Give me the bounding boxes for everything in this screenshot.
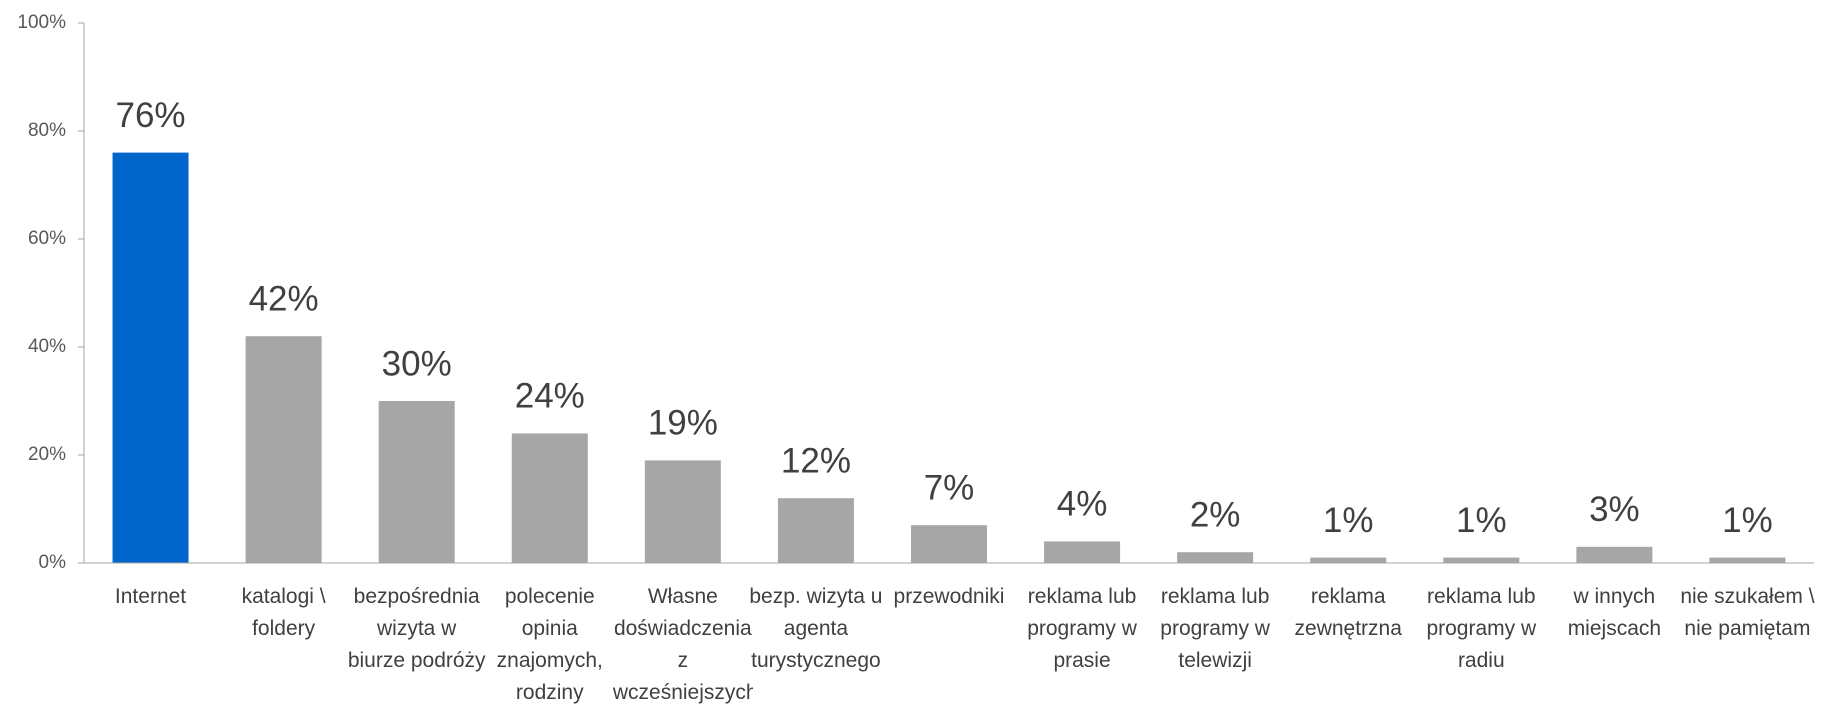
x-tick-label: reklama lub programy w radiu	[1426, 585, 1537, 672]
value-label: 7%	[924, 468, 975, 507]
x-tick-label-box: Własne doświadczenia z wcześniejszych po…	[612, 585, 753, 704]
x-tick-label: Internet	[114, 585, 187, 608]
x-tick-label: polecenie opinia znajomych, rodziny	[496, 585, 603, 704]
x-tick-label-box: polecenie opinia znajomych, rodziny	[496, 585, 603, 704]
x-tick-label: katalogi \ foldery	[241, 585, 326, 640]
value-label: 30%	[382, 344, 452, 383]
value-label: 4%	[1057, 485, 1108, 524]
y-tick-label: 80%	[28, 120, 66, 141]
bar	[245, 336, 322, 563]
x-tick-label-box: nie szukałem \ nie pamiętam	[1680, 585, 1815, 640]
bar	[1044, 541, 1121, 563]
bar	[911, 525, 987, 563]
x-tick-label-box: bezp. wizyta u agenta turystycznego	[749, 585, 883, 672]
y-tick-label: 40%	[28, 336, 66, 357]
bar	[511, 433, 588, 563]
bar	[777, 498, 854, 563]
x-tick-label: reklama lub programy w prasie	[1027, 585, 1137, 672]
bar	[1177, 552, 1254, 563]
y-tick-label: 20%	[28, 444, 66, 465]
x-tick-label: reklama lub programy w telewizji	[1160, 585, 1270, 672]
value-label: 76%	[116, 96, 186, 135]
value-label: 24%	[515, 377, 585, 416]
y-tick-label: 0%	[39, 552, 67, 573]
x-tick-label-box: w innych miejscach	[1567, 585, 1662, 640]
x-tick-label-box: reklama zewnętrzna	[1294, 585, 1402, 640]
x-tick-label: w innych miejscach	[1567, 585, 1662, 640]
x-tick-label-box: reklama lub programy w telewizji	[1160, 585, 1270, 672]
x-tick-label: nie szukałem \ nie pamiętam	[1680, 585, 1815, 640]
bar	[1443, 557, 1520, 563]
bar	[644, 460, 721, 563]
bar	[112, 152, 189, 563]
value-label: 3%	[1589, 490, 1640, 529]
x-tick-label-box: przewodniki	[893, 585, 1005, 608]
x-tick-label-box: reklama lub programy w prasie	[1027, 585, 1137, 672]
value-label: 1%	[1323, 501, 1374, 540]
bar	[1709, 557, 1786, 563]
y-tick-label: 100%	[17, 12, 66, 33]
value-label: 12%	[781, 441, 851, 480]
x-tick-label-box: katalogi \ foldery	[241, 585, 326, 640]
value-label: 42%	[249, 279, 319, 318]
x-tick-label-box: bezpośrednia wizyta w biurze podróży	[347, 585, 486, 672]
x-tick-label: przewodniki	[893, 585, 1005, 608]
x-tick-label: bezpośrednia wizyta w biurze podróży	[347, 585, 486, 672]
y-tick-label: 60%	[28, 228, 66, 249]
bar	[1310, 557, 1387, 563]
x-tick-label: reklama zewnętrzna	[1294, 585, 1402, 640]
x-tick-label: bezp. wizyta u agenta turystycznego	[749, 585, 883, 672]
bar	[378, 401, 455, 563]
value-label: 2%	[1190, 495, 1241, 534]
x-tick-label: Własne doświadczenia z wcześniejszych po…	[612, 585, 753, 704]
x-tick-label-box: reklama lub programy w radiu	[1426, 585, 1537, 672]
value-label: 1%	[1722, 501, 1773, 540]
x-tick-label-box: Internet	[114, 585, 187, 608]
value-label: 1%	[1456, 501, 1507, 540]
bar	[1576, 546, 1653, 563]
value-label: 19%	[648, 404, 718, 443]
